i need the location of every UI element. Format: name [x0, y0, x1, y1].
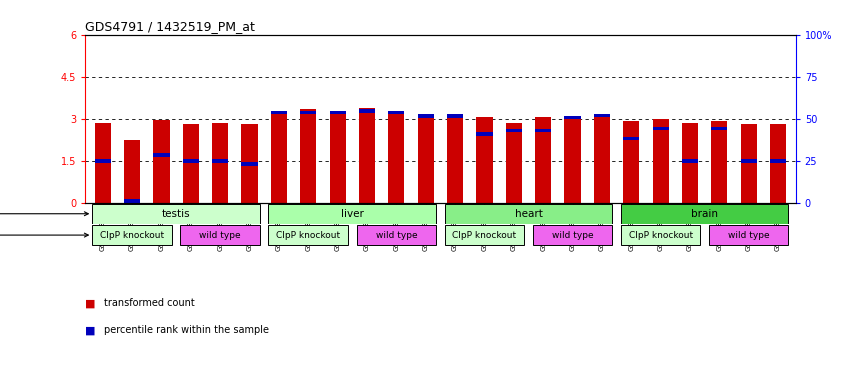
Text: genotype/variation: genotype/variation: [0, 230, 89, 240]
Text: wild type: wild type: [551, 230, 593, 240]
Bar: [212, 123, 228, 203]
Bar: [153, 153, 169, 157]
Bar: [92, 204, 260, 224]
Bar: [564, 116, 580, 203]
Bar: [124, 199, 140, 203]
Text: ■: ■: [85, 325, 95, 335]
Text: testis: testis: [162, 209, 191, 219]
Bar: [388, 111, 404, 114]
Bar: [621, 225, 700, 245]
Text: wild type: wild type: [199, 230, 241, 240]
Text: transformed count: transformed count: [104, 298, 195, 308]
Text: ■: ■: [85, 298, 95, 308]
Text: ClpP knockout: ClpP knockout: [453, 230, 517, 240]
Bar: [564, 116, 580, 119]
Bar: [535, 118, 551, 203]
Bar: [94, 159, 111, 163]
Bar: [359, 109, 375, 113]
Bar: [711, 121, 728, 203]
Bar: [653, 127, 669, 131]
Bar: [418, 114, 434, 118]
Bar: [268, 204, 436, 224]
Bar: [445, 204, 613, 224]
Bar: [418, 114, 434, 203]
Bar: [445, 225, 524, 245]
Bar: [477, 118, 493, 203]
Bar: [447, 114, 463, 203]
Bar: [447, 114, 463, 118]
Text: percentile rank within the sample: percentile rank within the sample: [104, 325, 269, 335]
Bar: [653, 119, 669, 203]
Bar: [711, 127, 728, 131]
Bar: [329, 111, 346, 114]
Bar: [300, 111, 317, 114]
Bar: [623, 121, 639, 203]
Bar: [124, 140, 140, 203]
Bar: [621, 204, 789, 224]
Text: ClpP knockout: ClpP knockout: [277, 230, 340, 240]
Text: ClpP knockout: ClpP knockout: [629, 230, 693, 240]
Bar: [477, 132, 493, 136]
Bar: [271, 111, 287, 114]
Text: tissue: tissue: [0, 209, 89, 219]
Bar: [359, 108, 375, 203]
Bar: [594, 114, 610, 117]
Bar: [594, 114, 610, 203]
Text: wild type: wild type: [728, 230, 769, 240]
Text: wild type: wild type: [375, 230, 417, 240]
Text: GDS4791 / 1432519_PM_at: GDS4791 / 1432519_PM_at: [85, 20, 255, 33]
Bar: [623, 137, 639, 140]
Bar: [268, 225, 348, 245]
Bar: [153, 120, 169, 203]
Bar: [682, 123, 698, 203]
Text: ClpP knockout: ClpP knockout: [100, 230, 164, 240]
Bar: [212, 159, 228, 163]
Bar: [740, 159, 757, 163]
Bar: [770, 159, 786, 163]
Bar: [329, 111, 346, 203]
Bar: [505, 129, 522, 132]
Bar: [740, 124, 757, 203]
Text: brain: brain: [691, 209, 718, 219]
Bar: [388, 111, 404, 203]
Bar: [770, 124, 786, 203]
Bar: [242, 162, 258, 166]
Bar: [533, 225, 613, 245]
Bar: [682, 159, 698, 163]
Bar: [92, 225, 172, 245]
Bar: [183, 159, 199, 163]
Bar: [357, 225, 436, 245]
Bar: [535, 129, 551, 132]
Bar: [709, 225, 789, 245]
Bar: [183, 124, 199, 203]
Text: liver: liver: [341, 209, 363, 219]
Bar: [242, 124, 258, 203]
Text: heart: heart: [515, 209, 542, 219]
Bar: [300, 109, 317, 203]
Bar: [505, 123, 522, 203]
Bar: [94, 123, 111, 203]
Bar: [271, 112, 287, 203]
Bar: [180, 225, 260, 245]
